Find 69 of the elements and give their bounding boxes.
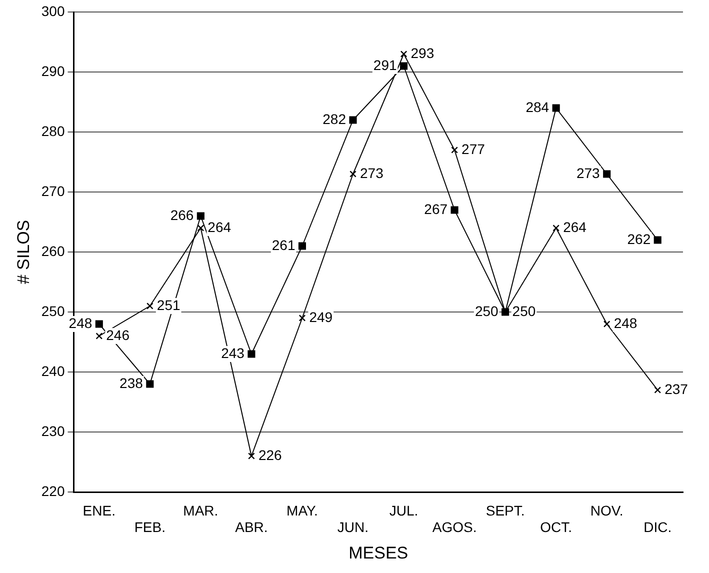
point bbox=[96, 332, 103, 340]
y-tick-label: 240 bbox=[41, 362, 65, 379]
x-tick-label: SEPT. bbox=[486, 502, 525, 518]
data-label: 267 bbox=[424, 200, 448, 217]
point bbox=[654, 386, 662, 394]
data-label: 284 bbox=[526, 98, 550, 115]
point bbox=[654, 236, 662, 244]
data-label: 248 bbox=[68, 314, 92, 331]
point bbox=[350, 170, 356, 178]
point bbox=[197, 224, 204, 232]
point bbox=[400, 62, 408, 70]
y-tick-label: 260 bbox=[41, 242, 65, 259]
x-tick-label: FEB. bbox=[134, 519, 166, 536]
data-label: 237 bbox=[664, 380, 688, 397]
point bbox=[349, 116, 357, 124]
x-tick-label: JUL. bbox=[389, 502, 418, 518]
point bbox=[552, 104, 560, 112]
y-tick-label: 230 bbox=[41, 422, 65, 439]
data-label: 277 bbox=[462, 140, 486, 157]
x-tick-label: MAY. bbox=[286, 502, 318, 518]
point bbox=[146, 380, 154, 388]
y-tick-label: 250 bbox=[41, 302, 65, 319]
data-label: 251 bbox=[156, 296, 180, 313]
data-label: 266 bbox=[170, 206, 194, 223]
y-axis-title: # SILOS bbox=[14, 220, 33, 284]
data-label: 246 bbox=[106, 326, 130, 343]
data-label: 226 bbox=[258, 446, 282, 463]
x-tick-label: OCT. bbox=[540, 519, 572, 536]
point bbox=[196, 212, 204, 220]
point bbox=[552, 224, 560, 232]
point bbox=[603, 170, 611, 178]
data-label: 291 bbox=[373, 56, 397, 73]
data-label: 250 bbox=[512, 302, 536, 319]
y-tick-label: 270 bbox=[41, 182, 65, 199]
data-label: 282 bbox=[322, 110, 346, 127]
data-label: 238 bbox=[120, 374, 144, 391]
data-label: 273 bbox=[360, 164, 384, 181]
point bbox=[95, 320, 103, 328]
point bbox=[603, 320, 610, 328]
data-label: 248 bbox=[614, 314, 638, 331]
x-tick-label: NOV. bbox=[590, 502, 624, 518]
data-label: 293 bbox=[410, 44, 434, 61]
point bbox=[400, 50, 408, 58]
data-label: 250 bbox=[474, 302, 499, 319]
point bbox=[298, 242, 306, 250]
y-tick-label: 280 bbox=[41, 122, 65, 139]
data-label: 249 bbox=[309, 308, 333, 325]
point bbox=[298, 314, 306, 322]
y-tick-label: 290 bbox=[41, 62, 65, 79]
point bbox=[146, 302, 154, 310]
data-label: 262 bbox=[627, 230, 651, 247]
x-tick-label: JUN. bbox=[337, 519, 369, 536]
point bbox=[248, 452, 255, 460]
x-tick-label: ENE. bbox=[82, 502, 116, 518]
point bbox=[451, 146, 458, 154]
data-label: 261 bbox=[272, 236, 296, 253]
data-label: 264 bbox=[563, 218, 587, 235]
point bbox=[248, 350, 256, 358]
data-label: 273 bbox=[576, 164, 600, 181]
y-tick-label: 300 bbox=[41, 2, 65, 19]
x-tick-label: DIC. bbox=[644, 519, 672, 536]
x-axis-title: MESES bbox=[348, 543, 408, 562]
x-tick-label: MAR. bbox=[183, 502, 218, 518]
data-label: 264 bbox=[208, 218, 232, 235]
point bbox=[450, 206, 458, 214]
x-tick-label: AGOS. bbox=[432, 519, 477, 536]
data-label: 243 bbox=[221, 344, 245, 361]
y-tick-label: 220 bbox=[41, 482, 65, 499]
x-tick-label: ABR. bbox=[235, 519, 268, 536]
